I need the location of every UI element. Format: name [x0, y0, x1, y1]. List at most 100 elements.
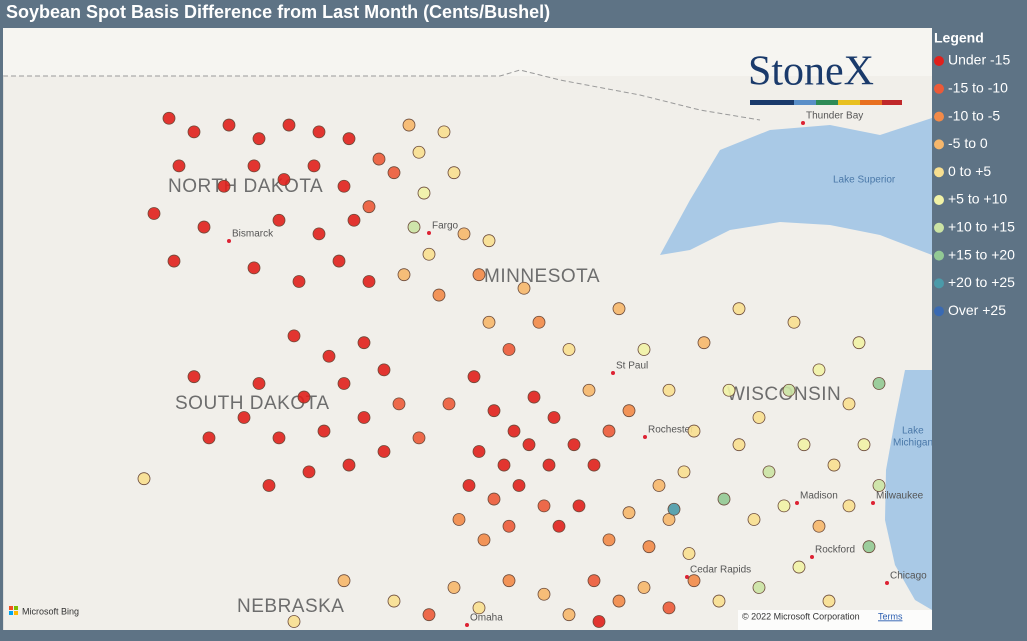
- location-point: [292, 275, 306, 288]
- legend-swatch: [934, 195, 944, 205]
- location-point: [637, 343, 651, 356]
- location-point: [432, 288, 446, 302]
- location-point: [487, 404, 501, 418]
- location-point: [587, 574, 601, 588]
- city-dot: [643, 435, 647, 439]
- location-point: [662, 383, 676, 397]
- legend-label: -5 to 0: [948, 135, 988, 151]
- city-label: Rochester: [648, 425, 694, 436]
- location-point: [637, 581, 651, 594]
- location-point: [482, 234, 496, 248]
- location-point: [287, 329, 301, 343]
- location-point: [222, 118, 236, 132]
- location-point: [337, 377, 351, 390]
- location-point: [452, 513, 466, 526]
- location-point: [562, 343, 576, 356]
- location-point: [467, 370, 481, 384]
- location-point: [872, 377, 886, 390]
- location-point: [797, 438, 811, 452]
- state-label: MINNESOTA: [484, 266, 600, 287]
- legend-swatch: [934, 56, 944, 66]
- location-point: [482, 315, 496, 329]
- city-dot: [801, 121, 805, 125]
- location-point: [582, 383, 596, 397]
- location-point: [137, 472, 151, 486]
- legend-swatch: [934, 278, 944, 289]
- legend-label: +15 to +20: [948, 246, 1015, 262]
- city-label: St Paul: [616, 361, 648, 372]
- location-point: [852, 336, 866, 350]
- location-point: [447, 166, 461, 180]
- copyright: © 2022 Microsoft Corporation: [742, 611, 860, 621]
- bing-icon: [14, 606, 18, 610]
- location-point: [337, 574, 351, 588]
- city-dot: [685, 575, 689, 579]
- location-point: [407, 220, 421, 234]
- legend-label: +10 to +15: [948, 219, 1015, 235]
- location-point: [347, 213, 361, 227]
- bing-icon: [9, 606, 13, 610]
- location-point: [567, 438, 581, 452]
- location-point: [172, 159, 186, 173]
- water-label: Michigan: [893, 438, 933, 449]
- location-point: [722, 383, 736, 397]
- legend-label: -10 to -5: [948, 107, 1000, 123]
- location-point: [297, 390, 311, 404]
- city-dot: [611, 371, 615, 375]
- legend-label: -15 to -10: [948, 80, 1008, 96]
- location-point: [312, 227, 326, 241]
- location-point: [422, 247, 436, 261]
- location-point: [322, 349, 336, 363]
- legend-label: Under -15: [948, 52, 1010, 68]
- location-point: [397, 268, 411, 282]
- location-point: [312, 125, 326, 139]
- location-point: [712, 594, 726, 608]
- location-point: [812, 519, 826, 533]
- location-point: [652, 479, 666, 492]
- canada: [3, 28, 932, 76]
- legend-swatch: [934, 222, 944, 233]
- state-label: NEBRASKA: [237, 596, 344, 617]
- location-point: [662, 601, 676, 615]
- legend-label: +5 to +10: [948, 191, 1007, 207]
- location-point: [357, 411, 371, 424]
- map[interactable]: NORTH DAKOTA SOUTH DAKOTA MINNESOTA WISCONS…: [3, 28, 933, 630]
- city-label: Bismarck: [232, 229, 274, 240]
- location-point: [592, 615, 606, 628]
- city-label: Madison: [800, 491, 838, 502]
- city-dot: [871, 501, 875, 505]
- lake-superior: [660, 118, 932, 255]
- location-point: [272, 213, 286, 227]
- city-dot: [465, 623, 469, 627]
- location-point: [332, 254, 346, 268]
- location-point: [287, 615, 301, 628]
- location-point: [842, 499, 856, 513]
- location-point: [677, 465, 691, 479]
- location-point: [682, 547, 696, 560]
- location-point: [217, 179, 231, 193]
- location-point: [237, 411, 251, 424]
- location-point: [687, 574, 701, 588]
- terms-link[interactable]: Terms: [878, 611, 903, 621]
- border: [3, 69, 761, 121]
- city-dot: [810, 555, 814, 559]
- location-point: [507, 424, 521, 438]
- location-point: [862, 540, 876, 554]
- bing-icon: [9, 611, 13, 615]
- location-point: [277, 173, 291, 186]
- location-point: [842, 397, 856, 411]
- location-point: [787, 315, 801, 329]
- location-point: [442, 397, 456, 411]
- location-point: [477, 533, 491, 547]
- city-label: Fargo: [432, 221, 459, 232]
- city-label: Omaha: [470, 613, 503, 624]
- city-label: Rockford: [815, 545, 855, 556]
- state-label: NORTH DAKOTA: [168, 176, 323, 197]
- location-point: [527, 390, 541, 404]
- location-point: [572, 499, 586, 513]
- location-point: [752, 581, 766, 594]
- location-point: [412, 431, 426, 445]
- legend-swatch: [934, 83, 944, 94]
- location-point: [487, 492, 501, 506]
